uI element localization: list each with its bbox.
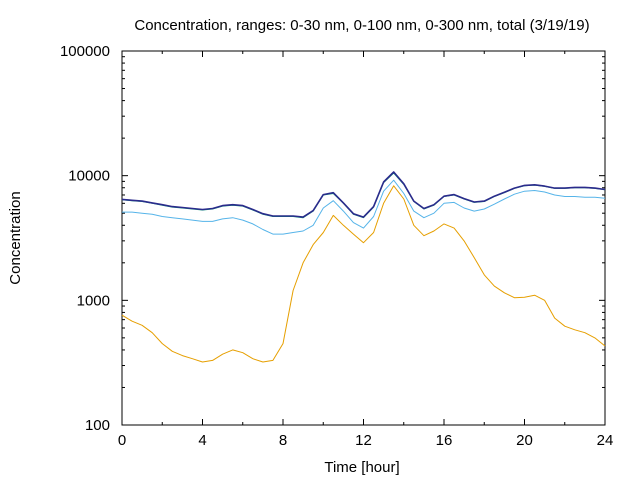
x-tick-label: 20 [516,432,533,449]
series-line-2 [122,179,606,235]
series-layer [121,171,606,363]
y-tick-label: 1000 [77,292,110,309]
series-line-3 [121,172,606,219]
x-axis-label: Time [hour] [324,459,399,476]
series-line-4 [121,171,606,218]
y-tick-label: 100 [85,417,110,434]
x-tick-label: 8 [279,432,287,449]
plot-frame [121,50,606,426]
x-tick-label: 4 [198,432,206,449]
x-axis: 0 4 8 12 16 20 24 [118,51,614,449]
x-tick-label: 0 [118,432,126,449]
y-tick-label: 10000 [68,168,110,185]
x-tick-label: 12 [355,432,372,449]
plot-border [121,50,606,426]
y-axis: 100 1000 10000 100000 [60,43,605,434]
series-line-1 [121,185,606,363]
y-tick-label: 100000 [60,43,110,60]
x-tick-label: 16 [436,432,453,449]
y-axis-label: Concentration [7,191,24,284]
x-tick-label: 24 [597,432,614,449]
chart-title: Concentration, ranges: 0-30 nm, 0-100 nm… [134,17,589,34]
